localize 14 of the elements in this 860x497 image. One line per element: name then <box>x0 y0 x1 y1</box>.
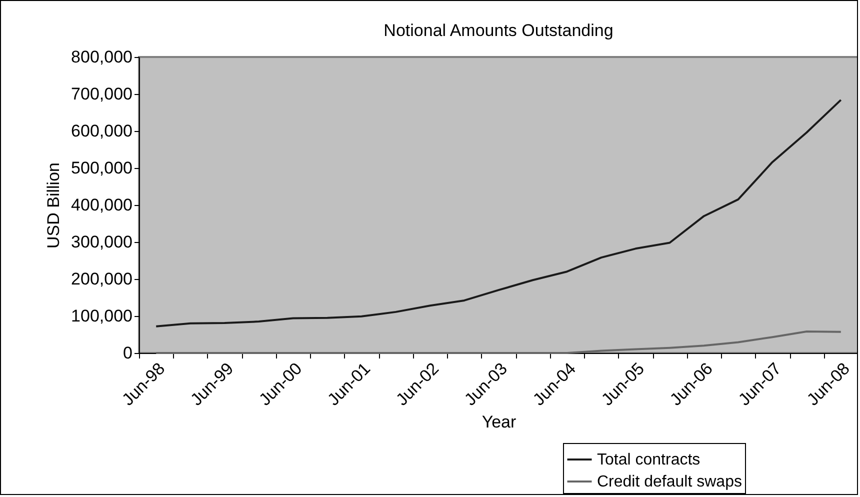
y-tick-label: 400,000 <box>71 196 132 214</box>
y-tick-label: 800,000 <box>71 48 132 66</box>
x-axis-title: Year <box>482 412 517 432</box>
y-tick-label: 200,000 <box>71 270 132 288</box>
y-tick-label: 100,000 <box>71 306 132 326</box>
legend-label: Credit default swaps <box>597 474 742 490</box>
y-tick-label: 300,000 <box>71 232 132 252</box>
y-tick-label: 600,000 <box>71 122 132 140</box>
chart-title: Notional Amounts Outstanding <box>384 21 614 40</box>
legend-label: Total contracts <box>597 452 700 468</box>
y-tick-label: 700,000 <box>71 84 132 104</box>
y-axis-title: USD Billion <box>44 162 64 248</box>
y-tick-label: 0 <box>123 344 132 362</box>
y-tick-label: 500,000 <box>71 158 132 178</box>
